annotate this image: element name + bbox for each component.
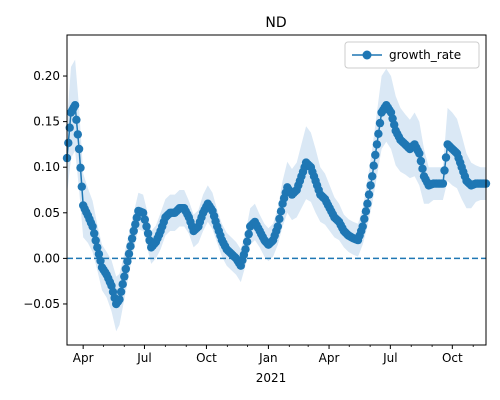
confidence-band	[67, 59, 486, 332]
x-tick-label: Oct	[442, 351, 463, 365]
data-point	[361, 207, 371, 216]
data-point	[276, 207, 286, 216]
data-point	[275, 214, 284, 224]
data-point	[96, 256, 105, 265]
data-point	[129, 226, 138, 236]
data-point	[88, 222, 97, 231]
y-tick-label: 0.15	[33, 115, 60, 129]
data-point	[64, 138, 73, 148]
y-tick-label: 0.05	[33, 206, 60, 220]
x-axis-year-label: 2021	[256, 371, 287, 385]
x-tick-label: Jul	[382, 351, 397, 365]
data-point	[415, 149, 424, 158]
data-point	[126, 242, 135, 251]
data-point	[138, 208, 148, 217]
y-tick-label: 0.10	[33, 160, 60, 174]
data-point	[360, 214, 369, 224]
series-markers-growth_rate	[62, 101, 491, 309]
data-point	[72, 115, 81, 125]
data-point	[418, 164, 427, 173]
x-tick-label: Apr	[73, 351, 94, 365]
data-point	[123, 257, 132, 266]
axes-frame	[66, 34, 487, 346]
x-tick-label: Jul	[136, 351, 151, 365]
data-point	[142, 222, 151, 231]
x-tick-label: Apr	[319, 351, 340, 365]
data-point	[241, 245, 250, 254]
data-point	[374, 129, 383, 138]
data-point	[65, 123, 74, 132]
legend-marker	[362, 50, 372, 60]
data-point	[416, 156, 426, 166]
data-point	[73, 130, 83, 139]
y-tick-label: −0.05	[23, 297, 60, 311]
y-tick-label: 0.20	[33, 69, 60, 83]
data-point	[244, 229, 253, 239]
plot-area: −0.05 0.00 0.05 0.10 0.15 0.20 Apr Jul Oct Jan Apr…	[23, 34, 491, 365]
data-point	[438, 179, 448, 188]
data-point	[127, 234, 137, 243]
data-point	[70, 101, 80, 110]
legend-label: growth_rate	[389, 48, 461, 62]
data-point	[90, 229, 99, 238]
data-point	[120, 272, 129, 281]
data-point	[93, 243, 102, 252]
data-point	[369, 161, 378, 170]
data-point	[121, 264, 130, 274]
data-point	[372, 140, 382, 149]
data-point	[91, 236, 100, 245]
data-point	[375, 118, 385, 128]
data-point	[118, 280, 127, 289]
x-tick-label: Jan	[258, 351, 278, 365]
data-point	[363, 199, 372, 208]
data-point	[74, 144, 84, 154]
data-point	[76, 163, 85, 172]
data-point	[77, 182, 87, 191]
data-point	[143, 229, 153, 238]
data-point	[131, 220, 140, 229]
data-point	[358, 222, 367, 231]
legend-box	[344, 41, 480, 69]
data-point	[368, 172, 377, 181]
data-point	[140, 215, 149, 224]
data-point	[366, 181, 375, 190]
data-point	[364, 190, 374, 199]
chart-title: ND	[265, 15, 286, 31]
data-point	[94, 249, 104, 259]
data-point	[371, 150, 380, 160]
data-point	[441, 153, 451, 162]
data-point	[242, 237, 252, 246]
data-point	[273, 222, 282, 231]
data-point	[440, 166, 449, 175]
data-point	[124, 249, 134, 258]
y-tick-label: 0.00	[33, 251, 60, 265]
data-point	[116, 287, 126, 296]
legend: growth_rate	[344, 41, 480, 69]
data-point	[115, 295, 124, 304]
series-line-growth_rate	[66, 102, 486, 306]
x-tick-label: Oct	[196, 351, 217, 365]
